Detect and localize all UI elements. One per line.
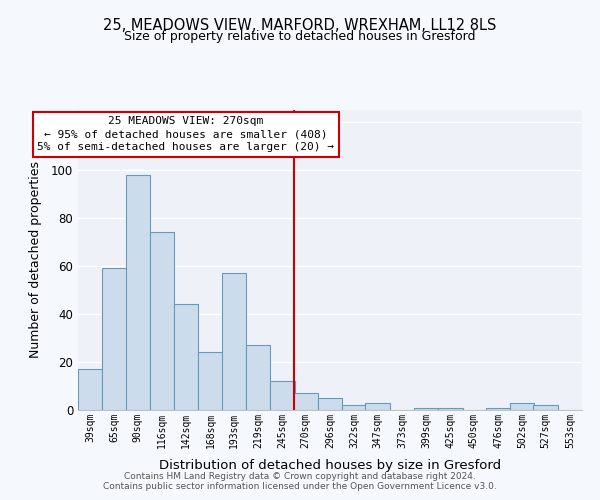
Text: 25 MEADOWS VIEW: 270sqm
← 95% of detached houses are smaller (408)
5% of semi-de: 25 MEADOWS VIEW: 270sqm ← 95% of detache… (37, 116, 334, 152)
Text: Contains public sector information licensed under the Open Government Licence v3: Contains public sector information licen… (103, 482, 497, 491)
Bar (438, 408, 463, 410)
Bar (365, 403, 390, 410)
Bar (150, 232, 174, 410)
Bar (293, 393, 318, 410)
Bar (510, 403, 535, 410)
Bar (342, 405, 367, 410)
Text: Size of property relative to detached houses in Gresford: Size of property relative to detached ho… (124, 30, 476, 43)
Bar (78, 369, 102, 410)
Bar (246, 345, 270, 410)
Y-axis label: Number of detached properties: Number of detached properties (29, 162, 43, 358)
Bar (486, 408, 510, 410)
Bar (533, 405, 558, 410)
Bar (222, 273, 246, 410)
Bar (414, 408, 438, 410)
Bar (174, 304, 199, 410)
Bar (102, 268, 127, 410)
Bar (318, 398, 342, 410)
Bar (199, 352, 223, 410)
X-axis label: Distribution of detached houses by size in Gresford: Distribution of detached houses by size … (159, 459, 501, 472)
Bar (270, 381, 295, 410)
Bar (125, 175, 150, 410)
Text: Contains HM Land Registry data © Crown copyright and database right 2024.: Contains HM Land Registry data © Crown c… (124, 472, 476, 481)
Text: 25, MEADOWS VIEW, MARFORD, WREXHAM, LL12 8LS: 25, MEADOWS VIEW, MARFORD, WREXHAM, LL12… (103, 18, 497, 32)
